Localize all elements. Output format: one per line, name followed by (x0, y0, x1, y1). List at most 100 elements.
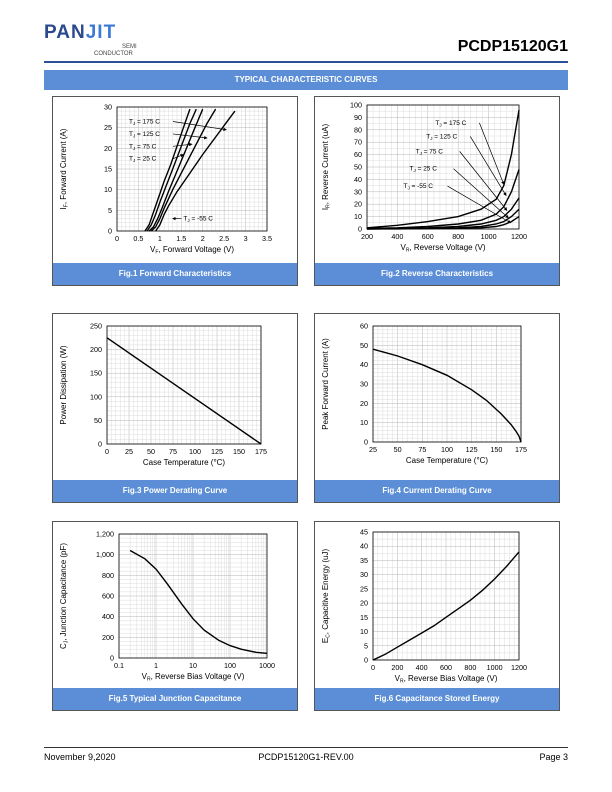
fig6-series-line (372, 551, 520, 661)
fig2-ytick-label: 80 (354, 125, 362, 134)
fig2-ytick-label: 90 (354, 113, 362, 122)
fig5-frame (118, 533, 268, 659)
fig4-xtick-label: 25 (369, 445, 377, 454)
fig3-ytick-label: 100 (90, 392, 102, 401)
fig2-ytick-label: 100 (350, 101, 362, 110)
fig1-ytick-label: 20 (104, 144, 112, 153)
fig5-ytick-label: 1,200 (96, 530, 114, 539)
fig3-xtick-label: 100 (189, 447, 201, 456)
fig6-xtick-label: 200 (391, 663, 403, 672)
fig2-annotation-arrow (469, 136, 507, 197)
fig3-ytick-label: 150 (90, 369, 102, 378)
fig2-annotation-label: TJ = 175 C (435, 120, 466, 128)
fig6-grid (372, 531, 520, 661)
fig1-ytick-label: 25 (104, 123, 112, 132)
fig4-ytick-label: 30 (360, 380, 368, 389)
fig3-ytick-label: 50 (94, 416, 102, 425)
fig2-xtick-label: 600 (422, 232, 434, 241)
fig4-ytick-label: 0 (364, 438, 368, 447)
fig2-caption: Fig.2 Reverse Characteristics (315, 263, 559, 285)
fig5-xtick-label: 0.1 (114, 661, 124, 670)
fig2-annotation-label: TJ = -55 C (403, 183, 433, 191)
fig2-xtick-label: 1200 (511, 232, 527, 241)
fig1-annotation-arrow (172, 121, 227, 132)
fig2-chart: 200 400 600 800 1000 1200 0 10 20 30 40 50 60 70 80 90 1… (321, 101, 527, 254)
fig6-ytick-label: 5 (364, 641, 368, 650)
fig2-ytick-label: 60 (354, 150, 362, 159)
fig1-annotation-arrow (172, 133, 208, 140)
footer-page: Page 3 (539, 752, 568, 762)
fig2-xtick-label: 1000 (481, 232, 497, 241)
fig3-xtick-label: 125 (211, 447, 223, 456)
fig5-xtick-label: 1 (154, 661, 158, 670)
fig2-xtick-label: 200 (361, 232, 373, 241)
fig6-xlabel: VR, Reverse Bias Voltage (V) (395, 674, 498, 685)
fig4-ytick-label: 50 (360, 341, 368, 350)
fig3-grid (106, 325, 262, 445)
fig4-xtick-label: 100 (441, 445, 453, 454)
fig2-ytick-label: 10 (354, 212, 362, 221)
fig6-xtick-label: 1000 (487, 663, 503, 672)
fig2-annotation-label: TJ = 75 C (416, 148, 444, 156)
fig5-xtick-label: 10 (189, 661, 197, 670)
fig6-caption: Fig.6 Capacitance Stored Energy (315, 688, 559, 710)
fig2-series-line (366, 109, 520, 229)
section-title: TYPICAL CHARACTERISTIC CURVES (44, 70, 568, 90)
fig1-chart: 0 0.5 1 1.5 2 2.5 3 3.5 0 5 10 15 20 25 30 VF, Forward … (59, 103, 272, 256)
fig3-xtick-label: 150 (233, 447, 245, 456)
logo-subtitle: SEMI CONDUCTOR (94, 44, 182, 58)
fig5-xtick-label: 100 (224, 661, 236, 670)
fig4-ytick-label: 60 (360, 322, 368, 331)
fig1-xtick-label: 1 (158, 234, 162, 243)
fig2-annotation-arrow (447, 185, 512, 224)
fig1-annotation-arrow (172, 142, 193, 147)
fig5-ytick-label: 800 (102, 571, 114, 580)
fig1-annotation-label: TJ = 175 C (129, 119, 160, 127)
fig3-xtick-label: 75 (169, 447, 177, 456)
fig1-xtick-label: 3 (244, 234, 248, 243)
fig3-xlabel: Case Temperature (°C) (143, 458, 226, 467)
fig2-annotation-arrow (453, 168, 509, 219)
fig2-ytick-label: 50 (354, 163, 362, 172)
fig5-ytick-label: 600 (102, 592, 114, 601)
fig2-annotation-arrow (459, 151, 508, 211)
fig5-ylabel: CJ, Junction Capacitance (pF) (59, 543, 70, 649)
fig4-chart: 25 50 75 100 125 150 175 0 10 20 30 40 50 60 Case Temp… (321, 322, 527, 466)
fig1-annotation-label: TJ = 125 C (129, 131, 160, 139)
fig5-ytick-label: 200 (102, 633, 114, 642)
fig6-ylabel: EC, Capacitive Energy (uJ) (321, 549, 332, 644)
fig5-grid (118, 533, 267, 659)
fig6-ytick-label: 20 (360, 599, 368, 608)
fig4-panel: 25 50 75 100 125 150 175 0 10 20 30 40 50 60 Case Temp… (314, 313, 560, 503)
fig1-xtick-label: 0 (115, 234, 119, 243)
fig2-ytick-label: 0 (358, 225, 362, 234)
fig4-frame (372, 325, 522, 443)
fig2-ytick-label: 30 (354, 187, 362, 196)
fig2-annotation-label: TJ = 125 C (426, 133, 457, 141)
fig6-ytick-label: 15 (360, 613, 368, 622)
fig5-ytick-label: 1,000 (96, 550, 114, 559)
fig6-xtick-label: 600 (440, 663, 452, 672)
fig6-ytick-label: 40 (360, 542, 368, 551)
logo-wordmark: PANJIT (44, 22, 116, 43)
fig1-series-line (155, 110, 236, 232)
fig4-ylabel: Peak Forward Current (A) (321, 338, 330, 430)
fig6-ytick-label: 0 (364, 656, 368, 665)
fig3-frame (106, 325, 262, 445)
fig5-caption: Fig.5 Typical Junction Capacitance (53, 688, 297, 710)
fig6-panel: 0 200 400 600 800 1000 1200 0 5 10 15 20 25 30 35 40 45 V… (314, 521, 560, 711)
fig6-xtick-label: 1200 (511, 663, 527, 672)
fig1-xtick-label: 1.5 (176, 234, 186, 243)
fig4-ytick-label: 10 (360, 418, 368, 427)
fig1-ytick-label: 30 (104, 103, 112, 112)
fig1-frame (116, 106, 268, 232)
fig6-ytick-label: 45 (360, 528, 368, 537)
fig3-chart: 0 25 50 75 100 125 150 175 0 50 100 150 200 250 Case T… (59, 322, 267, 468)
fig4-series-line (372, 348, 522, 443)
fig3-panel: 0 25 50 75 100 125 150 175 0 50 100 150 200 250 Case T… (52, 313, 298, 503)
fig1-xtick-label: 3.5 (262, 234, 272, 243)
fig6-ytick-label: 25 (360, 584, 368, 593)
logo-semi: SEMI (122, 44, 137, 50)
fig1-series-line (150, 108, 217, 232)
fig1-ylabel: IF, Forward Current (A) (59, 128, 70, 209)
